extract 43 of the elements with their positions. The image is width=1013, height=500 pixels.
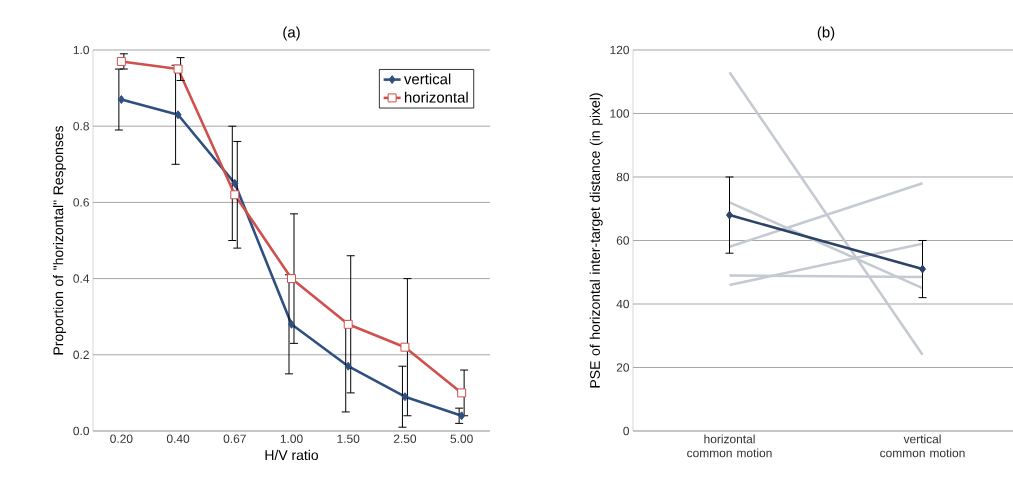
point xyxy=(401,392,409,402)
y-tick-label: 40 xyxy=(616,299,630,309)
point xyxy=(117,95,125,105)
point xyxy=(287,274,296,284)
point xyxy=(288,319,295,329)
x-tick-label: 1.50 xyxy=(337,434,360,443)
chart-title: (a) xyxy=(283,26,300,41)
y-tick-label: 0.4 xyxy=(73,274,90,283)
y-axis-title: PSE of horizontal inter-target distance (in pixel) xyxy=(589,93,603,388)
x-tick-label: 1.00 xyxy=(280,434,303,443)
point xyxy=(173,64,183,74)
legend-label: horizontal xyxy=(404,91,468,103)
y-tick-label: 0.6 xyxy=(73,198,89,207)
x-tick-label: horizontal common motion xyxy=(687,434,772,458)
y-tick-label: 100 xyxy=(610,109,630,118)
point xyxy=(458,411,466,421)
x-tick-label: 0.67 xyxy=(223,434,246,443)
y-tick-label: 0.0 xyxy=(73,426,90,436)
point xyxy=(457,388,467,398)
y-tick-label: 120 xyxy=(610,45,630,55)
x-tick-label: 5.00 xyxy=(450,434,473,443)
y-tick-label: 0 xyxy=(623,426,630,436)
x-tick-label: 0.20 xyxy=(110,434,133,443)
point xyxy=(343,319,353,329)
point xyxy=(116,56,126,66)
x-tick-label: 0.40 xyxy=(166,434,190,443)
x-tick-label: 2.50 xyxy=(393,434,417,443)
point xyxy=(230,190,240,200)
y-axis-title: Proportion of "horizontal" Responses xyxy=(53,126,67,355)
point xyxy=(400,342,410,352)
y-tick-label: 60 xyxy=(616,236,630,245)
point xyxy=(344,361,352,371)
point xyxy=(174,110,182,120)
chart-title: (b) xyxy=(817,26,835,41)
y-tick-label: 20 xyxy=(616,363,630,372)
x-axis-title: H/V ratio xyxy=(265,449,319,461)
x-tick-label: vertical common motion xyxy=(880,434,965,458)
y-tick-label: 0.2 xyxy=(73,350,89,360)
y-tick-label: 80 xyxy=(616,172,630,182)
legend-label: vertical xyxy=(403,73,451,85)
point xyxy=(231,178,239,188)
y-tick-label: 0.8 xyxy=(73,121,89,131)
y-tick-label: 1.0 xyxy=(73,45,90,55)
